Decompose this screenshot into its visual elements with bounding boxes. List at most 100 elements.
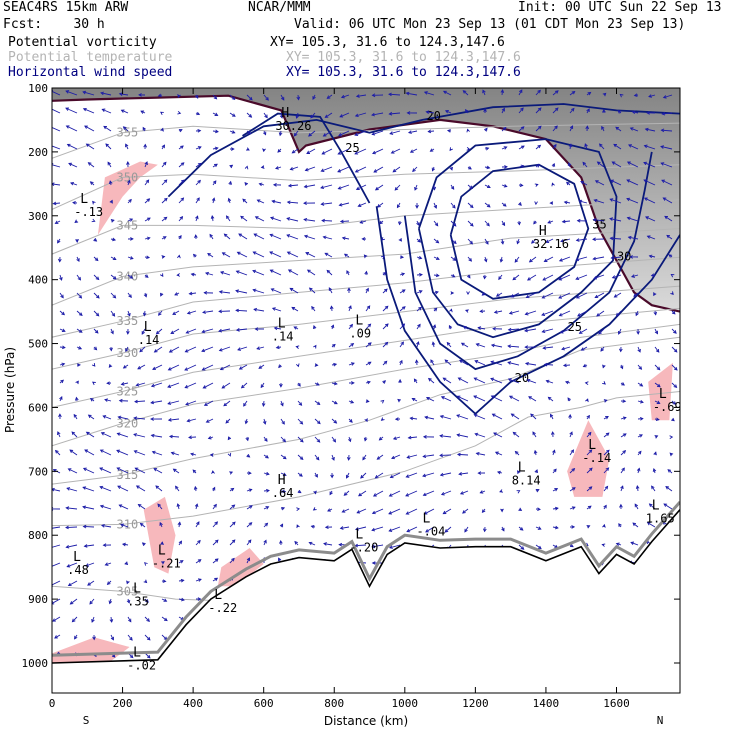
wind-vector-head — [508, 395, 513, 399]
wind-vector-head — [537, 507, 541, 512]
wind-vector-head — [580, 181, 585, 185]
wind-vector-head — [545, 239, 550, 243]
wind-vector-head — [235, 328, 240, 332]
wind-vector — [630, 542, 639, 546]
wind-vector — [84, 449, 95, 456]
wind-vector-head — [177, 521, 182, 526]
wind-vector-head — [202, 310, 206, 314]
wind-vector — [252, 270, 265, 276]
wind-vector-head — [604, 485, 609, 490]
terrain-fill — [52, 509, 680, 693]
pv-extremum-marker: L — [133, 582, 141, 597]
wind-vector-head — [339, 526, 344, 530]
wind-vector-head — [460, 342, 465, 347]
wind-vector-head — [371, 93, 376, 98]
wind-vector-head — [673, 330, 677, 334]
wind-vector-head — [240, 384, 245, 389]
wind-vector-head — [139, 522, 144, 527]
wind-vector-head — [286, 200, 291, 205]
pv-extremum-value: 30.26 — [275, 119, 311, 133]
wind-vector-head — [266, 488, 270, 493]
pv-extremum-value: -.22 — [208, 601, 237, 615]
wind-vector-head — [162, 236, 167, 240]
wind-vector — [52, 544, 61, 548]
wind-vector-head — [537, 107, 542, 112]
wind-vector — [308, 130, 316, 137]
wind-vector-head — [213, 503, 217, 508]
wind-vector — [110, 310, 115, 317]
wind-vector-head — [314, 473, 318, 478]
wind-vector-head — [227, 436, 232, 441]
wind-vector — [661, 179, 673, 186]
wind-vector-head — [203, 290, 208, 295]
wind-vector — [206, 418, 214, 423]
wind-vector — [666, 234, 673, 240]
wind-vector-head — [507, 378, 512, 382]
wind-vector — [138, 504, 146, 510]
wind-vector — [339, 112, 350, 118]
wind-vector — [321, 148, 333, 155]
wind-vector-head — [153, 468, 158, 472]
wind-vector-head — [75, 380, 79, 385]
wind-vector-head — [168, 434, 173, 439]
wind-vector-head — [575, 295, 580, 299]
wind-vector-head — [380, 399, 385, 404]
wind-vector-head — [554, 488, 559, 492]
wind-vector-head — [650, 273, 655, 278]
wind-vector-head — [592, 218, 597, 222]
wind-vector-head — [303, 184, 308, 189]
wind-vector-head — [313, 490, 317, 495]
wind-vector — [123, 126, 129, 132]
wind-vector — [382, 323, 389, 330]
wind-vector-head — [542, 277, 547, 281]
wind-vector — [490, 378, 503, 384]
wind-vector — [412, 166, 418, 172]
wind-vector-head — [129, 256, 134, 260]
wind-vector-head — [558, 258, 563, 262]
wind-vector-head — [603, 504, 607, 509]
wind-vector — [509, 310, 520, 314]
wind-vector — [586, 449, 593, 456]
wind-vector-head — [118, 92, 123, 96]
wind-vector — [371, 526, 384, 531]
wind-vector-head — [269, 233, 274, 238]
wind-vector — [246, 539, 252, 546]
wind-vector — [76, 292, 82, 299]
wind-vector — [288, 269, 299, 276]
wind-vector — [647, 235, 656, 240]
wind-vector — [297, 454, 304, 460]
y-tick-label: 400 — [28, 274, 48, 287]
wind-vector-head — [120, 523, 124, 527]
wind-vector-head — [89, 181, 94, 185]
wind-vector-head — [152, 366, 156, 371]
theta-label: 320 — [117, 416, 139, 430]
wind-vector-head — [70, 181, 74, 186]
wind-vector — [178, 162, 185, 168]
wind-vector — [372, 508, 384, 514]
wind-vector — [152, 451, 163, 456]
wind-vector-head — [389, 474, 394, 479]
wind-vector-head — [146, 618, 150, 622]
wind-vector-head — [397, 221, 402, 226]
wind-vector-head — [77, 363, 81, 367]
wind-vector — [462, 508, 469, 514]
wind-vector — [286, 217, 299, 222]
pv-extremum-value: -.13 — [74, 205, 103, 219]
wind-vector-head — [435, 256, 440, 261]
wind-vector-head — [380, 255, 385, 260]
wind-vector-head — [425, 396, 430, 401]
wind-vector-head — [248, 96, 253, 101]
wind-vector — [339, 202, 350, 206]
wind-vector-head — [201, 329, 206, 334]
wind-vector-head — [655, 348, 660, 353]
wind-vector — [399, 341, 404, 348]
theta-label: 310 — [117, 517, 139, 531]
wind-vector-head — [160, 541, 164, 545]
wind-vector-head — [231, 521, 236, 526]
wind-vector-head — [140, 110, 145, 114]
wind-vector — [101, 432, 112, 438]
wind-vector-head — [117, 415, 122, 420]
wind-vector — [237, 346, 248, 351]
wind-vector-head — [350, 343, 355, 347]
wind-vector — [358, 202, 367, 207]
